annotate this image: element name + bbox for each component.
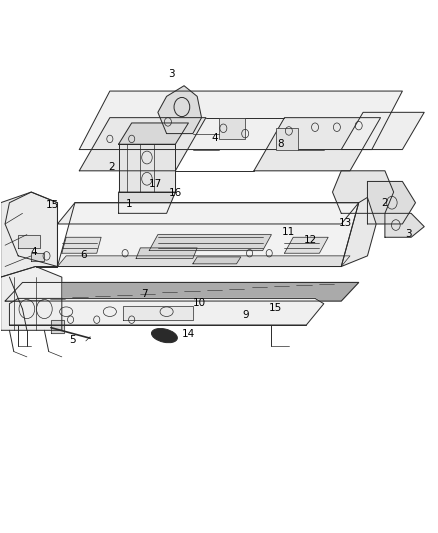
- Text: 3: 3: [168, 69, 174, 79]
- Text: 13: 13: [339, 218, 352, 228]
- Polygon shape: [62, 237, 101, 253]
- Polygon shape: [79, 118, 206, 171]
- Text: 8: 8: [277, 139, 283, 149]
- Polygon shape: [367, 181, 416, 224]
- Text: 6: 6: [80, 250, 87, 260]
- Text: 5: 5: [69, 335, 76, 345]
- Polygon shape: [10, 298, 324, 325]
- Text: 4: 4: [30, 247, 37, 256]
- Polygon shape: [123, 306, 193, 320]
- Text: 15: 15: [269, 303, 283, 313]
- Polygon shape: [119, 123, 188, 144]
- Polygon shape: [136, 248, 197, 259]
- Text: 9: 9: [242, 310, 248, 320]
- Text: 1: 1: [126, 199, 133, 209]
- Polygon shape: [341, 197, 376, 266]
- Polygon shape: [158, 86, 201, 134]
- Polygon shape: [57, 256, 350, 266]
- Text: 16: 16: [169, 188, 182, 198]
- Text: 3: 3: [406, 229, 412, 239]
- Text: 14: 14: [182, 329, 195, 339]
- Polygon shape: [57, 203, 359, 266]
- Polygon shape: [193, 257, 241, 264]
- Polygon shape: [1, 192, 57, 277]
- Polygon shape: [5, 282, 359, 301]
- Text: 7: 7: [141, 289, 148, 299]
- Polygon shape: [149, 235, 272, 251]
- Text: 10: 10: [193, 297, 206, 308]
- Polygon shape: [119, 192, 175, 213]
- Polygon shape: [119, 144, 175, 192]
- Bar: [219, 118, 245, 139]
- Polygon shape: [385, 213, 424, 237]
- Polygon shape: [18, 235, 40, 248]
- Polygon shape: [79, 91, 403, 150]
- Bar: [276, 128, 297, 150]
- Polygon shape: [341, 112, 424, 150]
- Polygon shape: [51, 320, 64, 333]
- Text: 17: 17: [149, 179, 162, 189]
- Text: 2: 2: [381, 198, 388, 208]
- Polygon shape: [1, 266, 62, 330]
- Polygon shape: [254, 118, 381, 171]
- Polygon shape: [332, 171, 394, 213]
- Polygon shape: [285, 237, 328, 253]
- Text: 11: 11: [282, 228, 296, 238]
- Text: 2: 2: [109, 161, 115, 172]
- Text: 12: 12: [304, 235, 317, 245]
- Ellipse shape: [152, 328, 177, 343]
- Polygon shape: [31, 253, 44, 261]
- Polygon shape: [5, 192, 57, 266]
- Polygon shape: [57, 203, 359, 224]
- Text: 4: 4: [211, 133, 218, 143]
- Text: 15: 15: [46, 200, 59, 211]
